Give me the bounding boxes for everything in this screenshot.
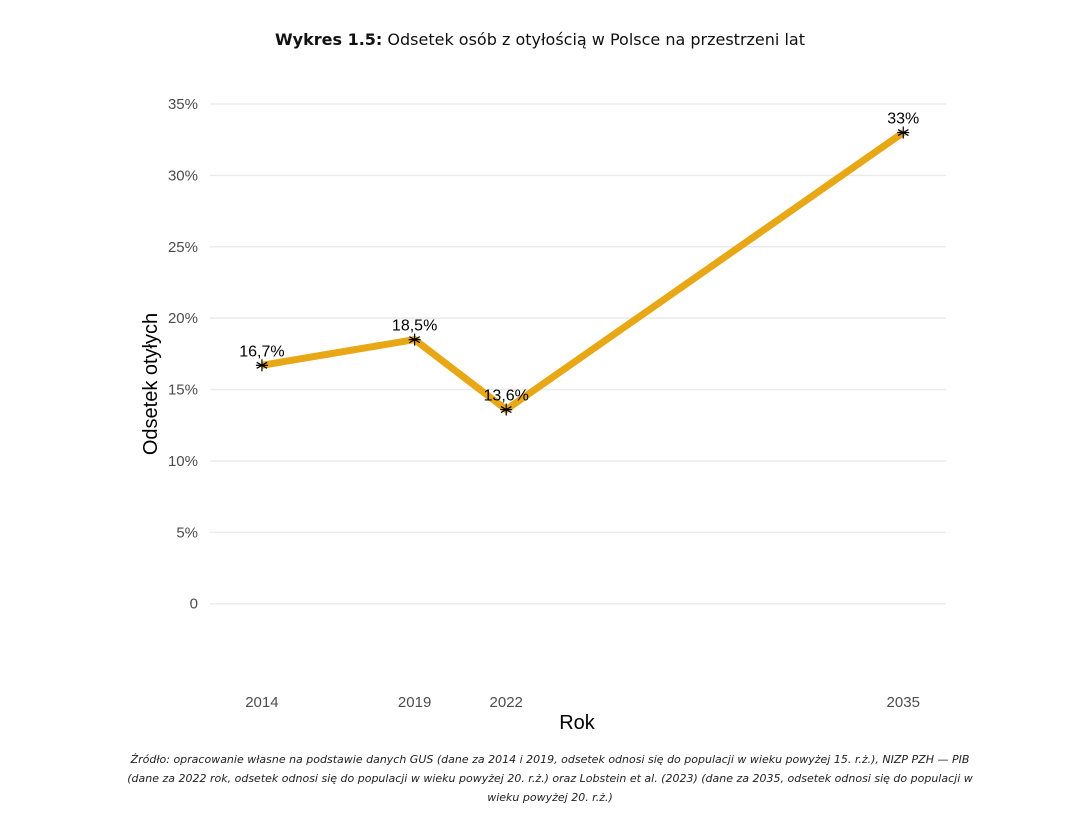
x-tick-label: 2035	[887, 694, 920, 711]
chart-title-text: Odsetek osób z otyłością w Polsce na prz…	[387, 30, 805, 49]
data-labels: 16,7% 18,5% 13,6% 33%	[239, 111, 919, 405]
y-tick-label: 5%	[176, 524, 198, 541]
data-point-marker	[897, 126, 910, 139]
x-axis-label: Rok	[559, 712, 596, 734]
data-point-marker	[408, 333, 421, 346]
chart-title: Wykres 1.5: Odsetek osób z otyłością w P…	[0, 30, 1080, 49]
y-tick-label: 10%	[168, 453, 198, 470]
grid-lines	[210, 103, 946, 605]
data-label: 18,5%	[392, 318, 437, 335]
data-label: 13,6%	[484, 388, 529, 405]
data-point-marker	[500, 403, 513, 416]
y-axis-ticks: 0 5% 10% 15% 20% 25% 30% 35%	[168, 96, 198, 613]
data-label: 33%	[887, 111, 919, 128]
y-tick-label: 35%	[168, 96, 198, 113]
y-tick-label: 30%	[168, 167, 198, 184]
y-axis-label: Odsetek otyłych	[140, 313, 162, 455]
y-tick-label: 0	[190, 596, 198, 613]
y-tick-label: 25%	[168, 239, 198, 256]
x-tick-label: 2019	[398, 694, 431, 711]
x-axis-ticks: 2014 2019 2022 2035	[245, 694, 920, 711]
chart-title-prefix: Wykres 1.5:	[275, 30, 383, 49]
series-line	[261, 129, 906, 414]
x-tick-label: 2014	[245, 694, 278, 711]
source-note: Źródło: opracowanie własne na podstawie …	[127, 753, 973, 804]
y-tick-label: 15%	[168, 382, 198, 399]
markers	[255, 126, 910, 416]
data-label: 16,7%	[239, 343, 284, 360]
series-layer	[261, 129, 906, 414]
x-tick-label: 2022	[490, 694, 523, 711]
y-tick-label: 20%	[168, 310, 198, 327]
data-point-marker	[255, 359, 268, 372]
